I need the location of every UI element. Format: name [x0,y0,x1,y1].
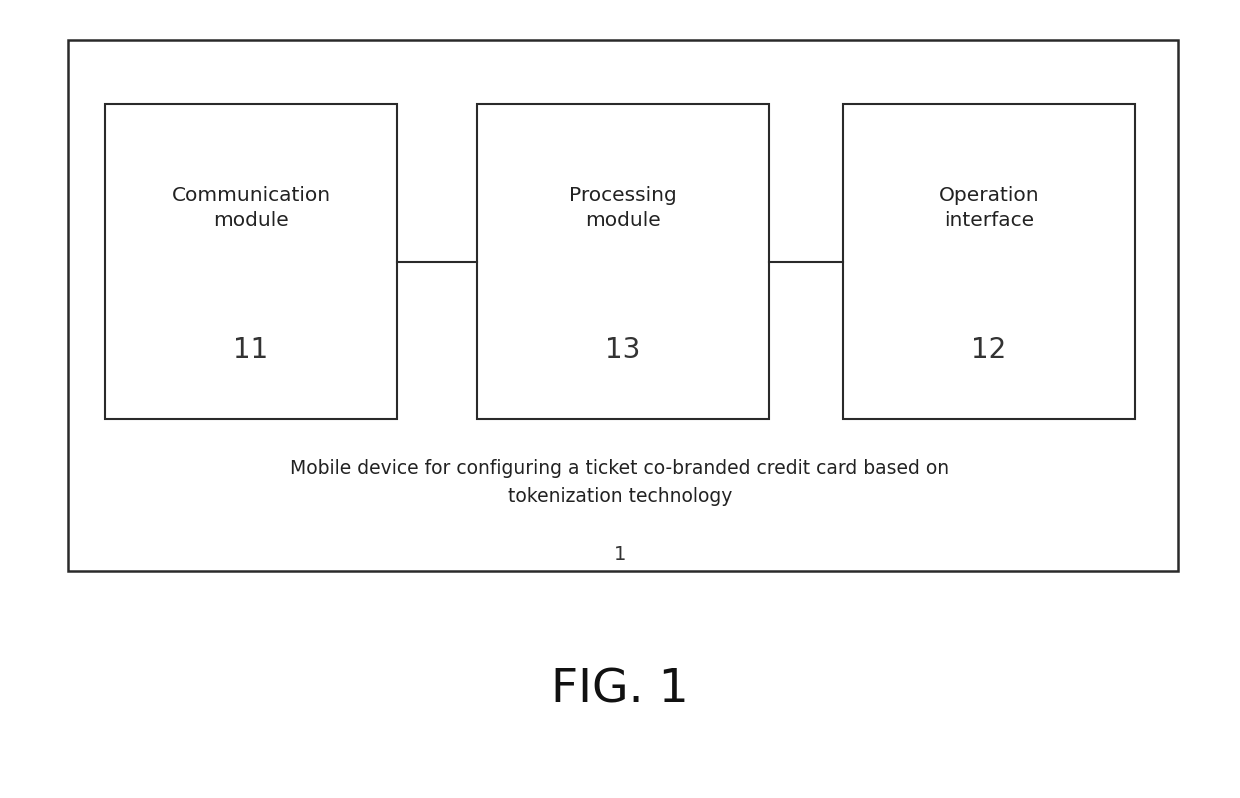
Bar [68,40,1178,571]
Bar [843,104,1135,419]
Text: 13: 13 [605,336,641,364]
Text: 1: 1 [614,545,626,564]
Bar [477,104,769,419]
Text: 11: 11 [233,336,269,364]
Text: FIG. 1: FIG. 1 [551,668,689,713]
Text: Communication
module: Communication module [171,186,331,230]
Text: Processing
module: Processing module [569,186,677,230]
Text: Operation
interface: Operation interface [939,186,1039,230]
Text: Mobile device for configuring a ticket co-branded credit card based on
tokenizat: Mobile device for configuring a ticket c… [290,460,950,506]
Text: 12: 12 [971,336,1007,364]
Bar [105,104,397,419]
